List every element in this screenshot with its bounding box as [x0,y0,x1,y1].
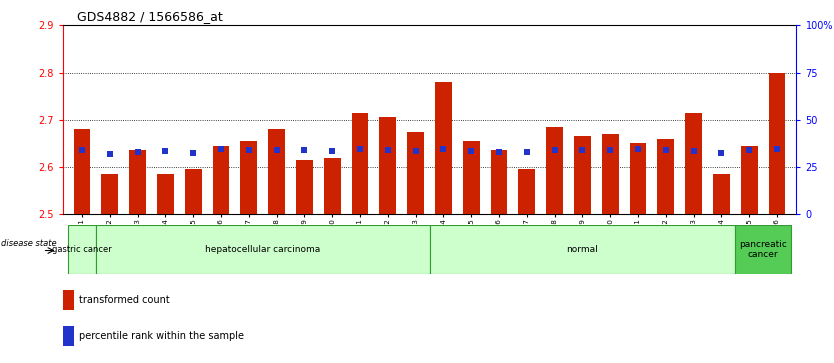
Text: disease state: disease state [1,239,57,248]
Text: hepatocellular carcinoma: hepatocellular carcinoma [205,245,320,254]
Bar [213,146,229,214]
Bar [769,73,786,214]
Bar [574,136,590,214]
Bar [736,225,791,274]
Bar [96,225,430,274]
Bar [73,129,90,214]
Bar [102,174,118,214]
Text: percentile rank within the sample: percentile rank within the sample [79,331,244,341]
Bar [686,113,702,214]
Bar [157,174,173,214]
Bar [713,174,730,214]
Bar [741,146,757,214]
Bar [435,82,452,214]
Bar [269,129,285,214]
Bar [430,225,736,274]
Text: transformed count: transformed count [79,295,170,305]
Bar [379,118,396,214]
Bar [324,158,340,214]
Bar [352,113,369,214]
Text: GDS4882 / 1566586_at: GDS4882 / 1566586_at [78,10,223,23]
Bar [602,134,619,214]
Bar [630,143,646,214]
Bar [129,151,146,214]
Bar [657,139,674,214]
Bar [68,225,96,274]
Bar [546,127,563,214]
Text: pancreatic
cancer: pancreatic cancer [739,240,787,259]
Bar [519,169,535,214]
Bar [63,290,74,310]
Bar [185,169,202,214]
Bar [240,141,257,214]
Bar [296,160,313,214]
Bar [490,151,507,214]
Text: gastric cancer: gastric cancer [53,245,112,254]
Bar [63,326,74,346]
Bar [407,132,424,214]
Bar [463,141,480,214]
Text: normal: normal [566,245,598,254]
